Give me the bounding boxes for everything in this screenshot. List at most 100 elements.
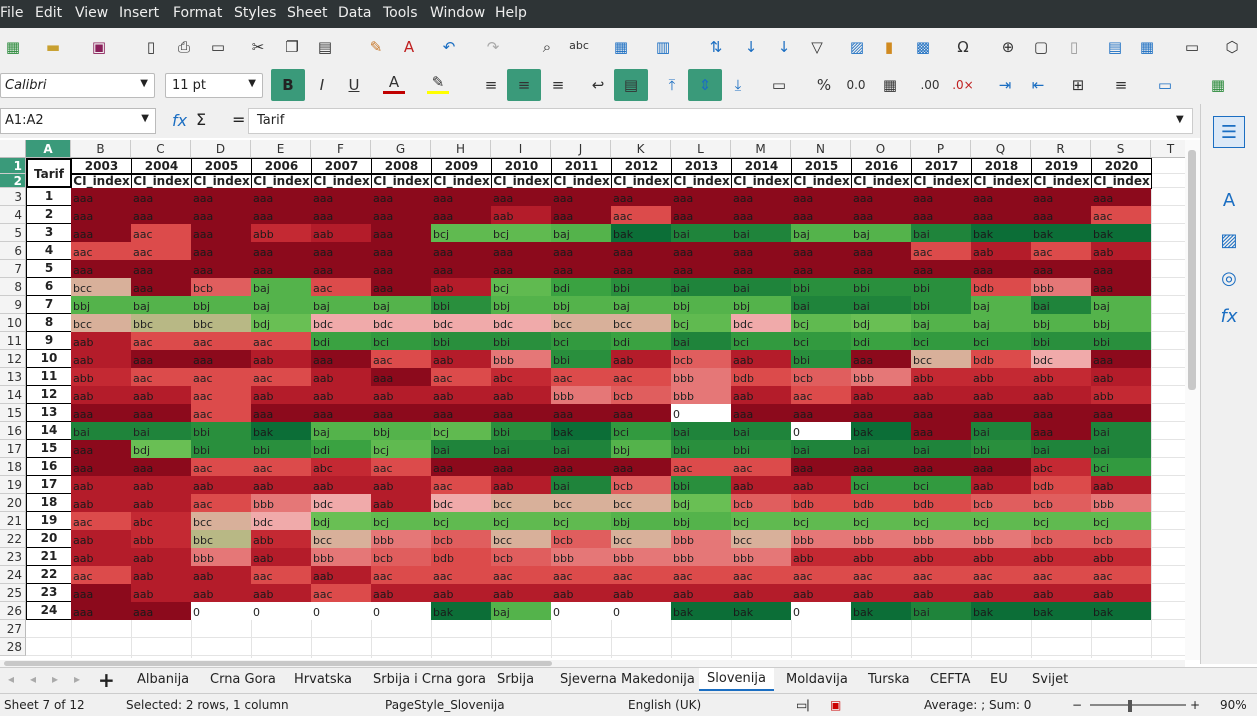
table-cell[interactable]: bbi [491,332,551,350]
table-cell[interactable]: abb [791,548,851,566]
row-icon[interactable]: ▦ [613,38,629,56]
table-cell[interactable]: aaa [971,188,1031,206]
table-cell[interactable]: aab [551,584,611,602]
italic-icon[interactable]: I [319,76,325,94]
table-cell[interactable]: aab [71,494,131,512]
print-preview-icon[interactable]: ▭ [210,38,226,56]
table-cell[interactable]: baj [971,314,1031,332]
row-header[interactable]: 20 [0,494,26,512]
column-header-r[interactable]: R [1031,140,1091,158]
table-cell[interactable]: aaa [371,278,431,296]
table-cell[interactable]: aac [1091,206,1151,224]
table-cell[interactable]: 0 [251,602,311,620]
table-cell[interactable]: aaa [791,458,851,476]
table-cell[interactable]: bbb [671,368,731,386]
table-cell[interactable]: bak [851,422,911,440]
table-cell[interactable]: bbb [1031,278,1091,296]
table-cell[interactable]: bai [431,440,491,458]
table-cell[interactable]: bcc [911,350,971,368]
table-cell[interactable]: bdi [311,440,371,458]
tarif-cell[interactable]: 24 [26,602,72,620]
table-cell[interactable]: aaa [791,260,851,278]
table-cell[interactable]: abb [131,530,191,548]
special-character-icon[interactable]: Ω [957,38,969,56]
tarif-cell[interactable]: 5 [26,260,72,278]
table-cell[interactable]: aab [611,350,671,368]
highlight-color-icon[interactable]: ✎ [427,72,449,94]
table-cell[interactable]: bci [1091,458,1151,476]
table-cell[interactable]: aab [851,584,911,602]
table-cell[interactable]: bdc [371,314,431,332]
table-cell[interactable]: aab [311,224,371,242]
date-format-icon[interactable]: ▦ [882,76,898,94]
table-cell[interactable]: aac [191,404,251,422]
table-cell[interactable]: aab [71,530,131,548]
table-cell[interactable]: bai [791,440,851,458]
table-cell[interactable]: aaa [671,260,731,278]
sheet-tab-cefta[interactable]: CEFTA [930,672,971,687]
menu-window[interactable]: Window [430,5,486,21]
table-cell[interactable]: aaa [71,602,131,620]
table-cell[interactable]: aaa [671,206,731,224]
table-cell[interactable]: bai [551,476,611,494]
table-cell[interactable]: aaa [71,188,131,206]
table-cell[interactable]: aaa [131,188,191,206]
table-cell[interactable]: bbj [491,296,551,314]
table-cell[interactable]: bcb [731,494,791,512]
table-cell[interactable]: aab [491,386,551,404]
table-cell[interactable]: aac [1031,242,1091,260]
table-cell[interactable]: aaa [911,422,971,440]
table-cell[interactable]: aaa [791,188,851,206]
row-header[interactable]: 5 [0,224,26,242]
table-cell[interactable]: bcc [311,530,371,548]
table-cell[interactable]: aaa [1091,260,1151,278]
table-cell[interactable]: bdi [311,332,371,350]
insert-image-icon[interactable]: ▨ [849,38,865,56]
table-cell[interactable]: bcc [491,530,551,548]
table-cell[interactable]: bdc [431,314,491,332]
table-cell[interactable]: aab [971,242,1031,260]
table-cell[interactable]: aaa [911,404,971,422]
table-cell[interactable]: bai [1031,296,1091,314]
column-header-t[interactable]: T [1151,140,1185,158]
wrap-text-icon[interactable]: ▤ [623,76,639,94]
table-cell[interactable]: aac [731,458,791,476]
row-header[interactable]: 3 [0,188,26,206]
row-header[interactable]: 12 [0,350,26,368]
table-cell[interactable]: bci [611,422,671,440]
column-header-i[interactable]: I [491,140,551,158]
table-cell[interactable]: aac [551,566,611,584]
new-document-icon[interactable]: ▦ [5,38,21,56]
table-cell[interactable]: baj [971,296,1031,314]
last-sheet-icon[interactable]: ▸ [74,672,81,686]
table-cell[interactable]: aac [191,458,251,476]
first-sheet-icon[interactable]: ◂ [8,672,15,686]
table-cell[interactable]: bai [911,224,971,242]
table-cell[interactable]: bak [971,602,1031,620]
column-header-s[interactable]: S [1091,140,1151,158]
table-cell[interactable]: bbc [191,530,251,548]
table-cell[interactable]: bak [551,422,611,440]
header-footer-icon[interactable]: ▯ [1069,38,1079,56]
table-cell[interactable]: aab [131,548,191,566]
table-cell[interactable]: aaa [311,350,371,368]
table-cell[interactable]: bbj [1031,314,1091,332]
tarif-cell[interactable]: 8 [26,314,72,332]
align-center-icon[interactable]: ≡ [517,76,531,94]
add-sheet-icon[interactable]: + [98,668,115,692]
cut-icon[interactable]: ✂ [251,38,265,56]
print-icon[interactable]: ⎙ [177,38,190,56]
sheet-tab-sjeverna-makedonija[interactable]: Sjeverna Makedonija [560,672,695,687]
language-status[interactable]: English (UK) [628,698,702,712]
table-cell[interactable]: aab [1031,386,1091,404]
table-cell[interactable]: aaa [731,206,791,224]
hyperlink-icon[interactable]: ⊕ [1001,38,1015,56]
sheet-tab-srbija-i-crna-gora[interactable]: Srbija i Crna gora [373,672,486,687]
table-cell[interactable]: aaa [551,260,611,278]
column-header-f[interactable]: F [311,140,371,158]
table-cell[interactable]: bai [671,278,731,296]
table-cell[interactable]: bbb [971,530,1031,548]
row-header[interactable]: 24 [0,566,26,584]
align-right-icon[interactable]: ≡ [551,76,565,94]
table-cell[interactable]: bdb [971,278,1031,296]
